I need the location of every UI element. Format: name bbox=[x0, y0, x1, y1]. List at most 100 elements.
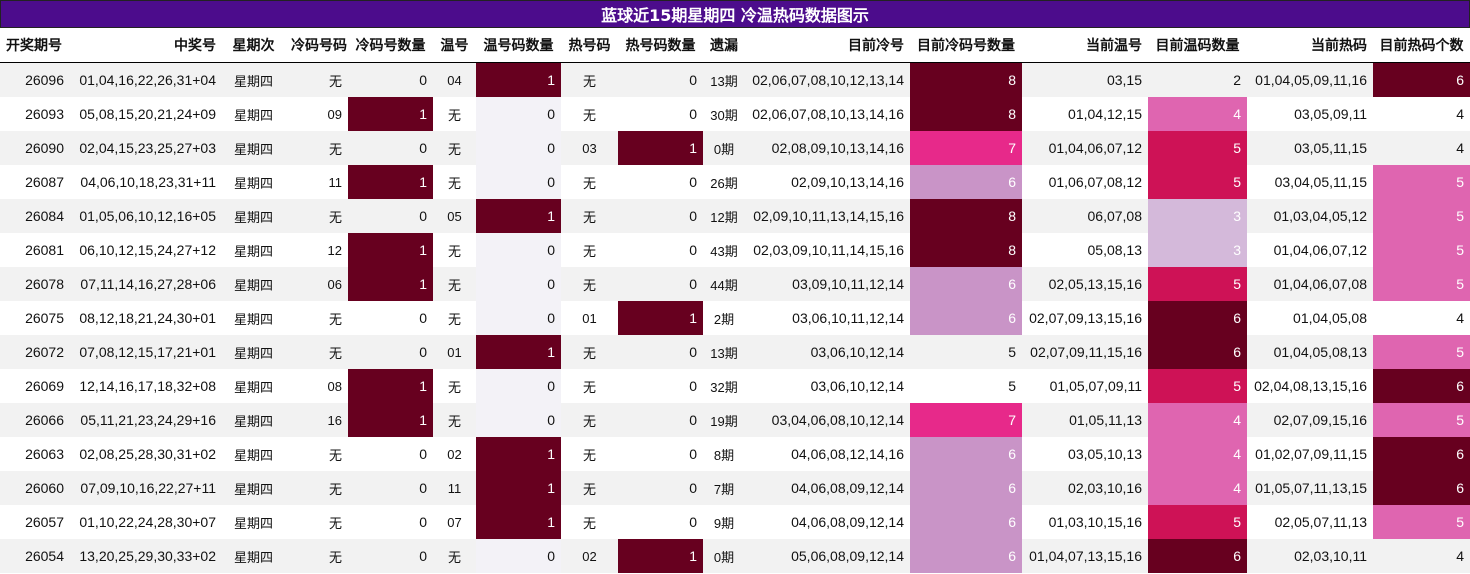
cold-cell: 09 bbox=[285, 97, 348, 131]
col-header-cur-hot[interactable]: 当前热码 bbox=[1247, 28, 1373, 63]
missing-cell: 30期 bbox=[703, 97, 745, 131]
table-row[interactable]: 26063 02,08,25,28,30,31+02 星期四无 0 02 1 无 0 8期 04,… bbox=[0, 437, 1470, 471]
weekday-cell: 星期四 bbox=[222, 335, 285, 369]
numbers-cell: 01,04,16,22,26,31+04 bbox=[70, 62, 222, 97]
cold-cell: 12 bbox=[285, 233, 348, 267]
col-header-warm-count[interactable]: 温号码数量 bbox=[476, 28, 561, 63]
hot-count-cell: 0 bbox=[618, 97, 703, 131]
table-row[interactable]: 26060 07,09,10,16,22,27+11 星期四无 0 11 1 无 0 7期 04,… bbox=[0, 471, 1470, 505]
col-header-hot-count[interactable]: 热号码数量 bbox=[618, 28, 703, 63]
col-header-cur-cold[interactable]: 目前冷号 bbox=[745, 28, 910, 63]
cold-count-cell: 0 bbox=[348, 131, 433, 165]
col-header-weekday[interactable]: 星期次 bbox=[222, 28, 285, 63]
cold-cell: 16 bbox=[285, 403, 348, 437]
col-header-warm[interactable]: 温号 bbox=[433, 28, 476, 63]
header-row: 开奖期号 中奖号 星期次 冷码号码 冷码号数量 温号 温号码数量 热号码 热号码… bbox=[0, 28, 1470, 63]
cur-cold-cell: 02,09,10,13,14,16 bbox=[745, 165, 910, 199]
cur-hot-count-cell: 5 bbox=[1373, 403, 1470, 437]
cur-cold-count-cell: 5 bbox=[910, 369, 1022, 403]
warm-count-cell: 0 bbox=[476, 403, 561, 437]
cur-warm-cell: 01,05,11,13 bbox=[1022, 403, 1148, 437]
numbers-cell: 04,06,10,18,23,31+11 bbox=[70, 165, 222, 199]
cur-cold-cell: 02,03,09,10,11,14,15,16 bbox=[745, 233, 910, 267]
cur-hot-cell: 02,04,08,13,15,16 bbox=[1247, 369, 1373, 403]
cur-warm-count-cell: 4 bbox=[1148, 97, 1247, 131]
col-header-numbers[interactable]: 中奖号 bbox=[70, 28, 222, 63]
issue-cell: 26069 bbox=[0, 369, 70, 403]
weekday-cell: 星期四 bbox=[222, 539, 285, 573]
cur-cold-cell: 02,06,07,08,10,12,13,14 bbox=[745, 62, 910, 97]
warm-count-cell: 1 bbox=[476, 471, 561, 505]
missing-cell: 32期 bbox=[703, 369, 745, 403]
col-header-cur-warm-count[interactable]: 目前温码数量 bbox=[1148, 28, 1247, 63]
cur-warm-count-cell: 6 bbox=[1148, 539, 1247, 573]
cur-cold-cell: 05,06,08,09,12,14 bbox=[745, 539, 910, 573]
cur-warm-count-cell: 5 bbox=[1148, 267, 1247, 301]
issue-cell: 26081 bbox=[0, 233, 70, 267]
cold-cell: 无 bbox=[285, 335, 348, 369]
cur-cold-count-cell: 7 bbox=[910, 403, 1022, 437]
hot-count-cell: 0 bbox=[618, 369, 703, 403]
hot-count-cell: 0 bbox=[618, 403, 703, 437]
cold-cell: 11 bbox=[285, 165, 348, 199]
table-row[interactable]: 26084 01,05,06,10,12,16+05 星期四无 0 05 1 无 0 12期 02… bbox=[0, 199, 1470, 233]
cur-warm-cell: 01,03,10,15,16 bbox=[1022, 505, 1148, 539]
table-body: 26096 01,04,16,22,26,31+04 星期四无 0 04 1 无 0 13期 02… bbox=[0, 62, 1470, 573]
cold-count-cell: 0 bbox=[348, 301, 433, 335]
numbers-cell: 12,14,16,17,18,32+08 bbox=[70, 369, 222, 403]
table-row[interactable]: 26057 01,10,22,24,28,30+07 星期四无 0 07 1 无 0 9期 04,… bbox=[0, 505, 1470, 539]
cur-hot-cell: 01,03,04,05,12 bbox=[1247, 199, 1373, 233]
table-row[interactable]: 26066 05,11,21,23,24,29+16 星期四 16 1 无 0 无 0 19期 03… bbox=[0, 403, 1470, 437]
numbers-cell: 05,08,15,20,21,24+09 bbox=[70, 97, 222, 131]
col-header-issue[interactable]: 开奖期号 bbox=[0, 28, 70, 63]
col-header-cur-warm[interactable]: 当前温号 bbox=[1022, 28, 1148, 63]
numbers-cell: 02,04,15,23,25,27+03 bbox=[70, 131, 222, 165]
missing-cell: 8期 bbox=[703, 437, 745, 471]
col-header-hot[interactable]: 热号码 bbox=[561, 28, 618, 63]
issue-cell: 26087 bbox=[0, 165, 70, 199]
weekday-cell: 星期四 bbox=[222, 62, 285, 97]
issue-cell: 26090 bbox=[0, 131, 70, 165]
table-row[interactable]: 26093 05,08,15,20,21,24+09 星期四 09 1 无 0 无 0 30期 02… bbox=[0, 97, 1470, 131]
table-row[interactable]: 26087 04,06,10,18,23,31+11 星期四 11 1 无 0 无 0 26期 02… bbox=[0, 165, 1470, 199]
cur-hot-cell: 02,07,09,15,16 bbox=[1247, 403, 1373, 437]
cold-count-cell: 1 bbox=[348, 165, 433, 199]
cur-hot-cell: 01,04,06,07,12 bbox=[1247, 233, 1373, 267]
col-header-cur-hot-count[interactable]: 目前热码个数 bbox=[1373, 28, 1470, 63]
col-header-missing[interactable]: 遗漏 bbox=[703, 28, 745, 63]
col-header-cold-count[interactable]: 冷码号数量 bbox=[348, 28, 433, 63]
table-row[interactable]: 26072 07,08,12,15,17,21+01 星期四无 0 01 1 无 0 13期 03… bbox=[0, 335, 1470, 369]
cold-count-cell: 0 bbox=[348, 62, 433, 97]
weekday-cell: 星期四 bbox=[222, 267, 285, 301]
col-header-cur-cold-count[interactable]: 目前冷码号数量 bbox=[910, 28, 1022, 63]
missing-cell: 13期 bbox=[703, 62, 745, 97]
table-row[interactable]: 26054 13,20,25,29,30,33+02 星期四无 0 无 0 02 1 0期 05,… bbox=[0, 539, 1470, 573]
missing-cell: 12期 bbox=[703, 199, 745, 233]
table-row[interactable]: 26069 12,14,16,17,18,32+08 星期四 08 1 无 0 无 0 32期 03… bbox=[0, 369, 1470, 403]
issue-cell: 26093 bbox=[0, 97, 70, 131]
cur-warm-count-cell: 4 bbox=[1148, 403, 1247, 437]
table-row[interactable]: 26075 08,12,18,21,24,30+01 星期四无 0 无 0 01 1 2期 03,… bbox=[0, 301, 1470, 335]
cur-hot-cell: 02,03,10,11 bbox=[1247, 539, 1373, 573]
table-row[interactable]: 26078 07,11,14,16,27,28+06 星期四 06 1 无 0 无 0 44期 03… bbox=[0, 267, 1470, 301]
cur-warm-count-cell: 3 bbox=[1148, 199, 1247, 233]
cold-count-cell: 0 bbox=[348, 471, 433, 505]
table-row[interactable]: 26090 02,04,15,23,25,27+03 星期四无 0 无 0 03 1 0期 02,… bbox=[0, 131, 1470, 165]
warm-cell: 无 bbox=[433, 301, 476, 335]
cur-warm-cell: 02,07,09,13,15,16 bbox=[1022, 301, 1148, 335]
cur-hot-count-cell: 5 bbox=[1373, 505, 1470, 539]
issue-cell: 26096 bbox=[0, 62, 70, 97]
cur-hot-count-cell: 4 bbox=[1373, 97, 1470, 131]
hot-count-cell: 0 bbox=[618, 335, 703, 369]
cur-warm-count-cell: 4 bbox=[1148, 471, 1247, 505]
hot-count-cell: 0 bbox=[618, 267, 703, 301]
table-row[interactable]: 26096 01,04,16,22,26,31+04 星期四无 0 04 1 无 0 13期 02… bbox=[0, 62, 1470, 97]
table-row[interactable]: 26081 06,10,12,15,24,27+12 星期四 12 1 无 0 无 0 43期 02… bbox=[0, 233, 1470, 267]
cold-cell: 06 bbox=[285, 267, 348, 301]
col-header-cold[interactable]: 冷码号码 bbox=[285, 28, 348, 63]
cur-warm-cell: 03,05,10,13 bbox=[1022, 437, 1148, 471]
hot-count-cell: 0 bbox=[618, 471, 703, 505]
warm-count-cell: 0 bbox=[476, 165, 561, 199]
cur-cold-cell: 02,06,07,08,10,13,14,16 bbox=[745, 97, 910, 131]
cur-hot-cell: 01,02,07,09,11,15 bbox=[1247, 437, 1373, 471]
